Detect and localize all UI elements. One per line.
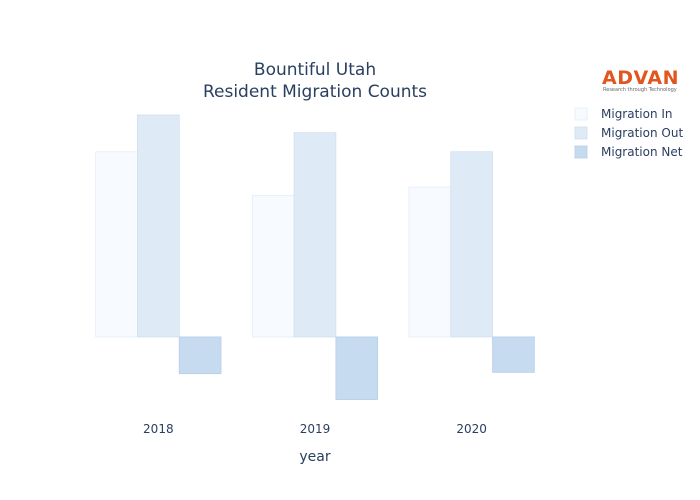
- x-tick-2018: 2018: [143, 422, 174, 436]
- x-axis-title: year: [299, 449, 330, 465]
- x-axis-ticks: 2018 2019 2020: [143, 422, 487, 436]
- bar-migration-net-2018[interactable]: [178, 336, 222, 375]
- bar-migration-net-2019[interactable]: [335, 336, 379, 400]
- bar-migration-out-2018[interactable]: [137, 114, 180, 338]
- bar-migration-out-2019[interactable]: [293, 132, 337, 338]
- bar-migration-in-2020[interactable]: [408, 186, 452, 338]
- chart-title-line-1: Bountiful Utah: [254, 60, 376, 80]
- chart-title-line-2: Resident Migration Counts: [203, 82, 427, 102]
- legend-item-migration-net[interactable]: Migration Net: [574, 145, 683, 159]
- legend-label: Migration In: [601, 107, 673, 121]
- logo-name: ADVAN: [602, 67, 679, 89]
- logo-tagline: Research through Technology: [603, 87, 677, 93]
- bar-migration-net-2020[interactable]: [492, 336, 535, 373]
- legend-swatch: [574, 145, 588, 159]
- legend-item-migration-in[interactable]: Migration In: [574, 107, 673, 121]
- legend[interactable]: Migration In Migration Out Migration Net: [574, 107, 683, 159]
- x-tick-2020: 2020: [456, 422, 487, 436]
- bar-migration-in-2018[interactable]: [95, 151, 138, 338]
- bar-migration-out-2020[interactable]: [450, 151, 493, 338]
- legend-label: Migration Out: [601, 126, 683, 140]
- legend-label: Migration Net: [601, 145, 683, 159]
- bar-migration-in-2019[interactable]: [251, 194, 295, 338]
- legend-item-migration-out[interactable]: Migration Out: [574, 126, 683, 140]
- plot-area: [95, 114, 535, 400]
- legend-swatch: [574, 126, 588, 140]
- legend-swatch: [574, 107, 588, 121]
- advan-logo: ADVAN Research through Technology: [602, 67, 679, 93]
- x-tick-2019: 2019: [300, 422, 331, 436]
